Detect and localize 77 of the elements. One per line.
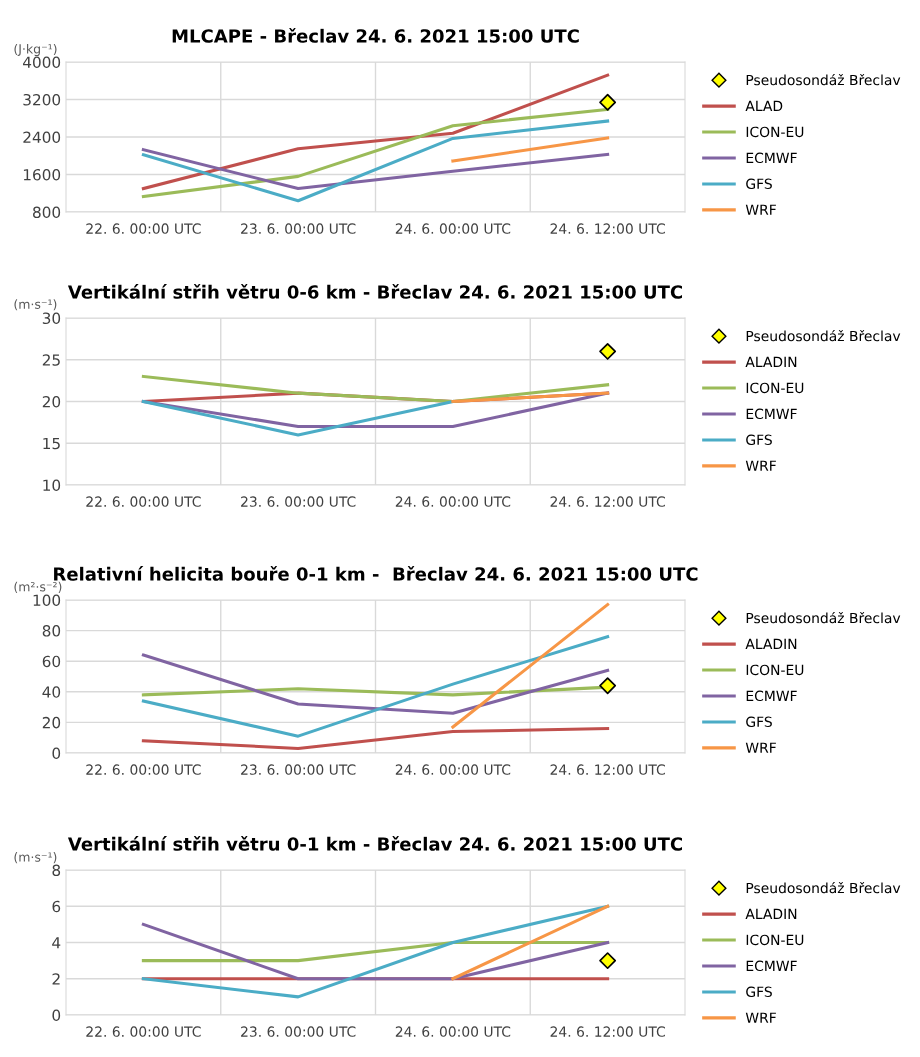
- x-tick-label: 24. 6. 12:00 UTC: [550, 496, 665, 507]
- chart-title: Vertikální střih větru 0-6 km - Břeclav 24. 6. 2021 15:00 UTC: [67, 284, 682, 299]
- x-tick-label: 23. 6. 00:00 UTC: [241, 223, 356, 234]
- x-tick-label: 24. 6. 12:00 UTC: [550, 764, 665, 775]
- y-axis-title: (m·s⁻¹): [14, 299, 57, 311]
- y-tick-label: 4: [52, 937, 61, 949]
- y-axis-title: (J·kg⁻¹): [14, 43, 57, 56]
- y-tick-label: 4000: [23, 56, 61, 69]
- y-tick-label: 60: [42, 655, 61, 668]
- x-tick-label: 23. 6. 00:00 UTC: [241, 764, 356, 775]
- y-tick-label: 100: [33, 594, 61, 607]
- legend-label: ICON-EU: [746, 934, 804, 946]
- x-tick-label: 24. 6. 00:00 UTC: [395, 764, 511, 775]
- x-tick-label: 24. 6. 00:00 UTC: [395, 496, 511, 507]
- y-tick-label: 0: [52, 747, 61, 760]
- legend-label: GFS: [746, 716, 772, 728]
- legend-label: ICON-EU: [746, 664, 804, 676]
- y-axis-title: (m·s⁻¹): [14, 852, 57, 864]
- y-tick-label: 3200: [23, 93, 61, 106]
- legend-label: ECMWF: [746, 690, 797, 702]
- x-tick-label: 22. 6. 00:00 UTC: [86, 1026, 201, 1037]
- line-series: [141, 635, 610, 738]
- y-tick-label: 20: [42, 716, 61, 729]
- chart-title: Vertikální střih větru 0-1 km - Břeclav 24. 6. 2021 15:00 UTC: [67, 836, 682, 851]
- legend-label: WRF: [745, 460, 776, 471]
- x-tick-label: 23. 6. 00:00 UTC: [241, 496, 356, 507]
- legend-label: Pseudosondáž Břeclav: [746, 329, 901, 342]
- legend-label: ECMWF: [746, 152, 797, 164]
- legend-label: GFS: [746, 986, 772, 998]
- y-tick-label: 800: [33, 206, 61, 219]
- legend-label: Pseudosondáž Břeclav: [746, 881, 901, 894]
- x-tick-label: 22. 6. 00:00 UTC: [86, 223, 201, 234]
- y-tick-label: 40: [42, 686, 61, 698]
- legend-label: ICON-EU: [746, 126, 804, 138]
- y-tick-label: 6: [52, 900, 61, 913]
- line-series: [141, 73, 610, 191]
- legend-label: ICON-EU: [746, 382, 804, 394]
- y-axis-title: (m²·s⁻²): [14, 581, 62, 593]
- legend-label: ECMWF: [746, 960, 797, 972]
- legend-label: ECMWF: [746, 408, 797, 420]
- chart-title: Relativní helicita bouře 0-1 km - Břeclav 24. 6. 2021 15:00 UTC: [54, 566, 698, 581]
- y-tick-label: 8: [52, 864, 61, 877]
- chart-title: MLCAPE - Břeclav 24. 6. 2021 15:00 UTC: [172, 28, 579, 43]
- line-series: [141, 726, 610, 750]
- legend-label: GFS: [746, 434, 772, 446]
- y-tick-label: 10: [43, 479, 61, 492]
- legend-label: ALADIN: [745, 638, 797, 649]
- legend-label: ALADIN: [745, 356, 797, 367]
- x-tick-label: 23. 6. 00:00 UTC: [241, 1026, 356, 1037]
- y-tick-label: 2400: [23, 131, 61, 144]
- y-tick-label: 2: [52, 973, 60, 985]
- x-tick-label: 24. 6. 12:00 UTC: [550, 1026, 665, 1037]
- legend-label: WRF: [745, 204, 776, 215]
- legend-label: GFS: [746, 178, 772, 190]
- y-tick-label: 1600: [23, 168, 61, 181]
- line-series: [141, 374, 610, 404]
- x-tick-label: 24. 6. 00:00 UTC: [395, 1026, 511, 1037]
- line-series: [141, 148, 610, 191]
- legend-label: Pseudosondáž Břeclav: [746, 611, 901, 624]
- x-tick-label: 22. 6. 00:00 UTC: [86, 496, 201, 507]
- line-series: [141, 904, 610, 999]
- line-series: [141, 119, 610, 203]
- legend-label: ALADIN: [745, 908, 797, 919]
- legend-label: WRF: [745, 1012, 776, 1023]
- x-tick-label: 22. 6. 00:00 UTC: [86, 764, 201, 775]
- y-tick-label: 80: [42, 625, 61, 637]
- legend-label: WRF: [745, 742, 776, 753]
- legend-label: Pseudosondáž Břeclav: [746, 73, 901, 86]
- legend-label: ALAD: [745, 100, 783, 111]
- y-tick-label: 30: [42, 312, 61, 325]
- line-series: [141, 653, 610, 715]
- y-tick-label: 0: [52, 1009, 61, 1022]
- y-tick-label: 20: [42, 395, 61, 408]
- x-tick-label: 24. 6. 00:00 UTC: [395, 223, 511, 234]
- y-tick-label: 15: [43, 437, 60, 450]
- y-tick-label: 25: [42, 354, 60, 366]
- x-tick-label: 24. 6. 12:00 UTC: [550, 223, 665, 234]
